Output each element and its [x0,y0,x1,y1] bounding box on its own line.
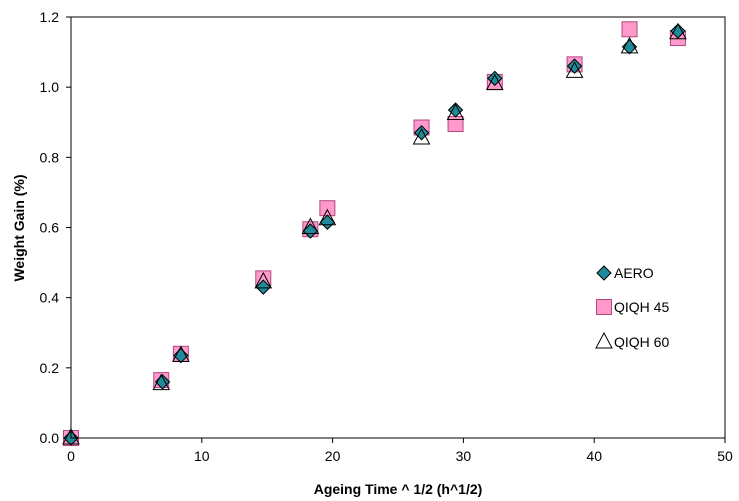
legend-entry: AERO [596,265,654,281]
x-axis-title: Ageing Time ^ 1/2 (h^1/2) [314,481,483,497]
x-tick-label: 30 [456,448,472,464]
data-point [302,223,319,239]
y-tick-label: 0.4 [40,290,60,306]
x-tick-label: 20 [325,448,341,464]
data-point [319,200,336,217]
y-tick-label: 0.0 [40,430,60,446]
data-point [172,345,190,363]
data-point [319,214,336,230]
data-point [254,271,273,289]
x-tick-label: 40 [586,448,602,464]
x-tick-label: 0 [67,448,75,464]
data-point [447,116,464,133]
data-point [255,279,271,295]
data-point [173,347,189,364]
y-axis-title: Weight Gain (%) [11,174,27,281]
data-point [301,217,320,234]
data-point [621,21,638,38]
legend-label: AERO [614,265,654,281]
x-tick-label: 10 [194,448,210,464]
data-point [318,208,337,226]
y-tick-label: 0.8 [40,149,60,165]
legend-marker [596,299,612,315]
legend-marker [596,265,612,281]
legend-entry: QIQH 45 [596,299,669,315]
x-tick-label: 50 [717,448,733,464]
plot-area-frame [70,16,726,439]
data-point [446,103,465,120]
y-tick-label: 1.0 [40,79,60,95]
series-qiqh-60 [62,22,687,445]
data-point [620,36,639,54]
data-point [152,373,171,391]
data-points [62,21,687,446]
data-point [485,73,504,91]
y-tick-label: 1.2 [40,9,60,25]
y-axis-ticks: 0.0 0.2 0.4 0.6 0.8 1.0 1.2 [40,9,71,446]
legend-entry: QIQH 60 [595,331,669,350]
legend-label: QIQH 60 [614,334,669,350]
data-point [670,23,686,39]
data-point [412,127,431,145]
legend-label: QIQH 45 [614,299,669,315]
data-point [62,427,80,445]
series-aero [63,23,686,446]
legend-marker [595,331,613,349]
y-tick-label: 0.6 [40,220,60,236]
x-axis-ticks: 0 10 20 30 40 50 [67,438,733,464]
data-point [669,22,687,40]
y-tick-label: 0.2 [40,360,60,376]
data-point [565,61,584,78]
legend: AERO QIQH 45 QIQH 60 [595,265,669,350]
data-point [621,39,638,55]
data-point [447,102,464,118]
